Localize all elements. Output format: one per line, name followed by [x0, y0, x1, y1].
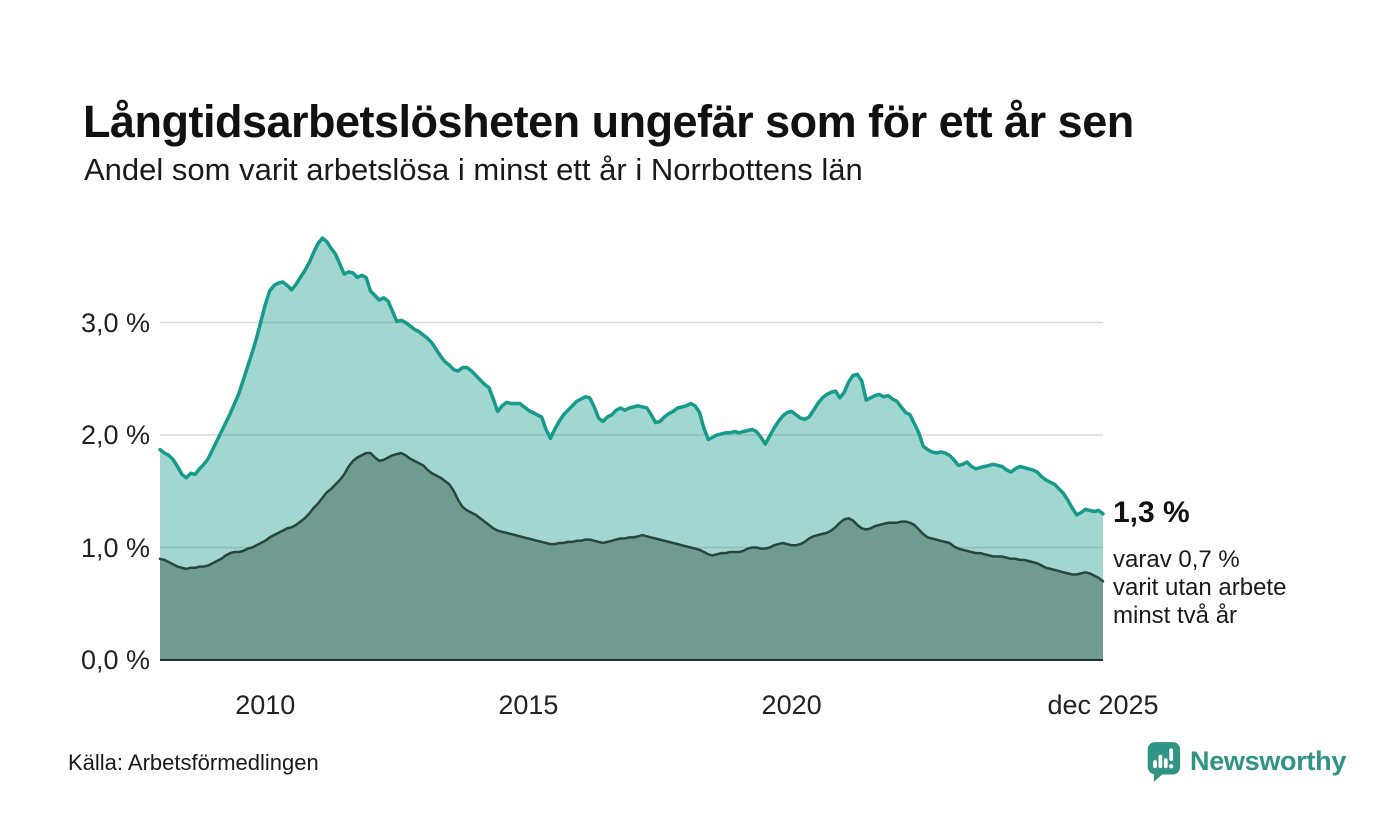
newsworthy-logo: Newsworthy	[1145, 740, 1346, 782]
y-tick-label: 0,0 %	[80, 645, 150, 675]
x-tick-label: 2020	[761, 690, 822, 720]
newsworthy-icon	[1147, 742, 1181, 782]
y-tick-label: 1,0 %	[80, 532, 150, 563]
x-tick-label: 2015	[498, 690, 559, 720]
chart-title: Långtidsarbetslösheten ungefär som för e…	[83, 96, 1134, 148]
newsworthy-wordmark: Newsworthy	[1190, 745, 1347, 776]
y-tick-label: 2,0 %	[80, 420, 150, 450]
source-label: Källa: Arbetsförmedlingen	[68, 750, 319, 775]
x-tick-label: dec 2025	[1047, 690, 1159, 720]
x-tick-label: 2010	[235, 690, 296, 720]
y-tick-label: 3,0 %	[80, 307, 150, 338]
annotation-detail: varav 0,7 % varit utan arbete minst två …	[1113, 546, 1287, 629]
chart-subtitle: Andel som varit arbetslösa i minst ett å…	[84, 152, 863, 187]
latest-value-label: 1,3 %	[1113, 496, 1190, 529]
